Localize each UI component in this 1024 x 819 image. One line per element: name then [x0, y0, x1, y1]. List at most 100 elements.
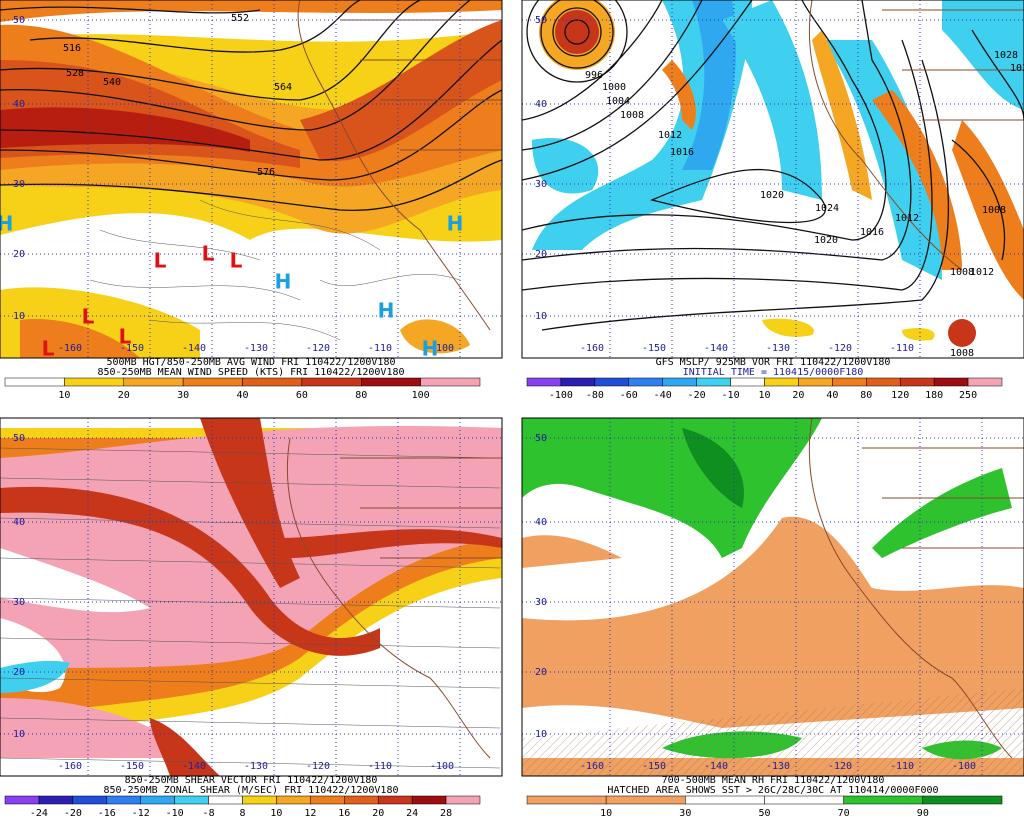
lon-label: -140 — [182, 343, 206, 354]
coastline — [808, 418, 1024, 759]
map-frame — [521, 0, 1024, 359]
contour-label: 540 — [103, 77, 121, 88]
lat-label: 50 — [13, 15, 25, 26]
panel-subtitle: 850-250MB ZONAL SHEAR (M/SEC) FRI 110422… — [103, 785, 398, 796]
colorbar-label: 20 — [792, 390, 804, 401]
colorbar-label: 60 — [296, 390, 308, 401]
colorbar-swatch — [4, 795, 40, 805]
colorbar-swatch — [594, 377, 630, 387]
contour-label: 1004 — [606, 96, 630, 107]
contour — [522, 0, 663, 121]
colorbar-label: 20 — [118, 390, 130, 401]
panel-subtitle: HATCHED AREA SHOWS SST > 26C/28C/30C AT … — [607, 785, 938, 796]
colorbar-label: -20 — [688, 390, 706, 401]
contour-label: 1000 — [602, 82, 626, 93]
panel: 50 40 30 20 10 -160 -150 -140 -130 -120 -110 -100 7… — [521, 417, 1024, 819]
colorbar-label: -12 — [132, 808, 150, 819]
shade — [682, 0, 736, 170]
lat-label: 30 — [13, 597, 25, 608]
panel: 50 40 30 20 10 -160 -150 -140 -130 -120 -110 -100 55… — [0, 0, 503, 401]
lat-label: 50 — [535, 433, 547, 444]
colorbar-label: 120 — [891, 390, 909, 401]
shade — [682, 428, 744, 508]
contour-label: 516 — [63, 43, 81, 54]
lat-label: 50 — [13, 433, 25, 444]
pressure-symbol: L — [119, 325, 132, 349]
colorbar-label: -80 — [586, 390, 604, 401]
panel-title: 700-500MB MEAN RH FRI 110422/1200V180 — [662, 775, 885, 786]
contour-label: 1012 — [895, 213, 919, 224]
colorbar-label: -10 — [166, 808, 184, 819]
panel-title: 500MB HGT/850-250MB AVG WIND FRI 110422/… — [107, 357, 396, 368]
colorbar-swatch — [420, 377, 481, 387]
contour — [522, 0, 753, 181]
lat-label: 20 — [13, 249, 25, 260]
contour — [564, 19, 590, 45]
shade — [250, 688, 502, 776]
shade — [532, 0, 752, 250]
shade — [555, 10, 599, 54]
lon-label: -110 — [368, 761, 392, 772]
contour — [522, 39, 933, 291]
colorbar-swatch — [106, 795, 141, 805]
contour — [522, 0, 703, 151]
shade — [948, 319, 976, 347]
pressure-symbol: L — [230, 249, 243, 273]
colorbar-swatch — [662, 377, 697, 387]
colorbar-swatch — [72, 795, 108, 805]
colorbar-swatch — [843, 795, 924, 805]
shade — [762, 318, 935, 341]
lat-label: 20 — [535, 249, 547, 260]
colorbar-swatch — [38, 795, 74, 805]
colorbar-swatch — [526, 795, 607, 805]
colorbar-label: 180 — [925, 390, 943, 401]
contour — [0, 39, 502, 161]
pressure-symbol: H — [275, 270, 292, 294]
contour — [0, 0, 471, 131]
colorbar-label: -10 — [722, 390, 740, 401]
colorbar-label: -16 — [98, 808, 116, 819]
colorbar-swatch — [798, 377, 833, 387]
lon-label: -160 — [580, 761, 604, 772]
colorbar-swatch — [445, 795, 481, 805]
contour-label: 1012 — [970, 267, 994, 278]
colorbar-label: 16 — [338, 808, 350, 819]
map: 50 40 30 20 10 -160 -150 -140 -130 -120 -110 -100 55… — [0, 0, 502, 358]
lon-label: -100 — [430, 761, 454, 772]
colorbar-label: 28 — [440, 808, 452, 819]
lat-label: 40 — [13, 517, 25, 528]
pressure-symbol: L — [82, 305, 95, 329]
contour-label: 576 — [257, 167, 275, 178]
colorbar-label: 10 — [270, 808, 282, 819]
colorbar-label: 40 — [236, 390, 248, 401]
colorbar-swatch — [242, 795, 277, 805]
streamline — [0, 447, 501, 769]
contour-label: 996 — [585, 70, 603, 81]
contour — [526, 0, 628, 83]
map: 50 40 30 20 10 -160 -150 -140 -130 -120 -110 -100 — [0, 418, 502, 776]
lon-label: -100 — [430, 343, 454, 354]
colorbar-label: -40 — [654, 390, 672, 401]
colorbar-label: 70 — [838, 808, 850, 819]
colorbar-swatch — [866, 377, 901, 387]
shade — [522, 418, 822, 558]
contour — [552, 7, 602, 57]
lon-label: -150 — [120, 343, 144, 354]
lon-label: -160 — [58, 761, 82, 772]
lon-label: -160 — [58, 343, 82, 354]
colorbar-label: 80 — [355, 390, 367, 401]
colorbar-swatch — [685, 795, 765, 805]
panel: 50 40 30 20 10 -160 -150 -140 -130 -120 -110 -100 8… — [0, 417, 503, 819]
lat-label: 10 — [535, 729, 547, 740]
colorbar-swatch — [832, 377, 867, 387]
lon-label: -110 — [368, 343, 392, 354]
colorbar-label: -100 — [549, 390, 573, 401]
colorbar-swatch — [526, 377, 562, 387]
colorbar-swatch — [361, 377, 421, 387]
lon-label: -120 — [828, 761, 852, 772]
lon-label: -130 — [766, 343, 790, 354]
shade — [822, 40, 942, 280]
colorbar-swatch — [377, 795, 413, 805]
coastline — [809, 0, 1024, 271]
